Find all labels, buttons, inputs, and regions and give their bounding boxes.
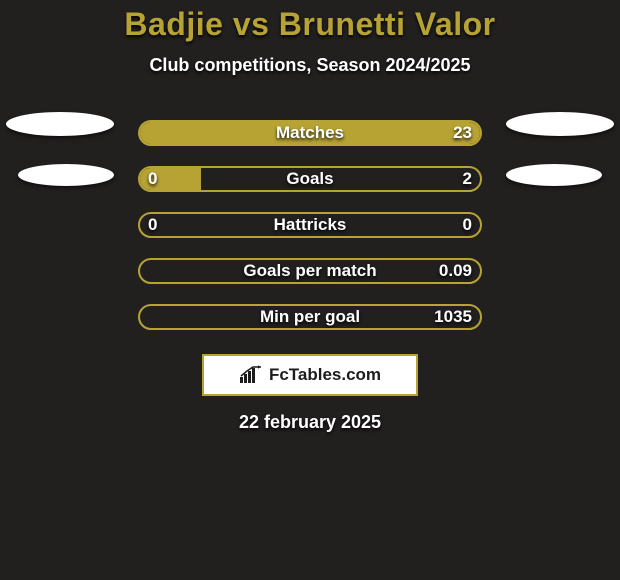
page-subtitle: Club competitions, Season 2024/2025 — [0, 55, 620, 76]
bar-chart-icon — [239, 365, 265, 385]
stat-bar-track: 23 Matches — [138, 120, 482, 146]
stat-label: Goals per match — [140, 260, 480, 282]
attribution-box: FcTables.com — [202, 354, 418, 396]
footer-date: 22 february 2025 — [0, 412, 620, 433]
stat-row: 0.09 Goals per match — [0, 248, 620, 294]
stat-bar-track: 0.09 Goals per match — [138, 258, 482, 284]
stat-bar-track: 1035 Min per goal — [138, 304, 482, 330]
stat-row: 23 Matches — [0, 110, 620, 156]
stat-label: Goals — [140, 168, 480, 190]
stat-bar-track: 0 0 Hattricks — [138, 212, 482, 238]
stat-label: Matches — [140, 122, 480, 144]
stat-bar-track: 0 2 Goals — [138, 166, 482, 192]
attribution-text: FcTables.com — [269, 365, 381, 385]
page-title: Badjie vs Brunetti Valor — [0, 0, 620, 43]
stat-row: 0 2 Goals — [0, 156, 620, 202]
stat-label: Min per goal — [140, 306, 480, 328]
stat-row: 1035 Min per goal — [0, 294, 620, 340]
stat-row: 0 0 Hattricks — [0, 202, 620, 248]
comparison-infographic: 23 Matches 0 2 Goals 0 0 Hattricks 0.09 — [0, 110, 620, 340]
stat-label: Hattricks — [140, 214, 480, 236]
